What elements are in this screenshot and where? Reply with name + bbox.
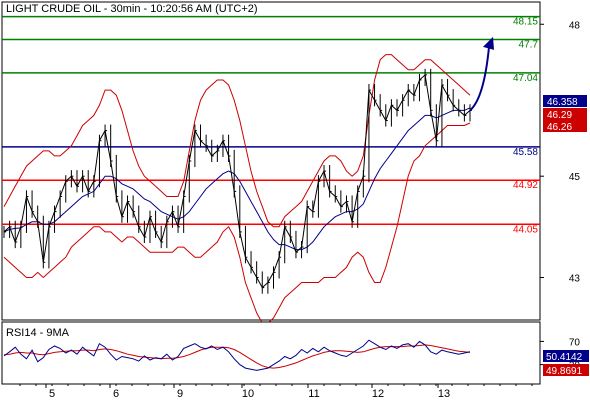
x-tick-label-11: 11 (308, 388, 319, 400)
rsi-tag-box-49.8691 (543, 364, 589, 376)
level-label-44.92: 44.92 (513, 180, 538, 191)
main-chart-title: LIGHT CRUDE OIL - 30min - 10:20:56 AM (U… (6, 3, 258, 15)
x-axis: 5 6 9 10 11 12 13 (19, 384, 533, 400)
rsi-title: RSI14 - 9MA (6, 327, 70, 339)
x-tick-label-5: 5 (49, 388, 55, 400)
bollinger-lower-line (3, 122, 471, 324)
x-tick-label-6: 6 (113, 388, 119, 400)
y-tick-label-45: 45 (569, 172, 581, 183)
y-tick-label-48: 48 (569, 20, 581, 31)
level-label-45.58: 45.58 (513, 147, 538, 158)
main-plot-frame (1, 1, 541, 321)
ma-line (3, 107, 471, 251)
price-tag-label-46.26: 46.26 (547, 122, 572, 133)
rsi-tag-box-50.4142 (543, 350, 589, 362)
rsi-tag-label-49.8691: 49.8691 (546, 366, 583, 377)
price-tag-label-46.29: 46.29 (547, 110, 572, 121)
x-tick-label-12: 12 (372, 388, 384, 400)
price-tag-box-46.26 (543, 120, 587, 132)
level-label-48.15: 48.15 (513, 17, 538, 28)
rsi-series (3, 339, 471, 371)
level-label-44.05: 44.05 (513, 224, 538, 235)
rsi-line (3, 339, 471, 371)
rsi-y-tick-label-70: 70 (569, 337, 581, 348)
rsi-tag-label-50.4142: 50.4142 (546, 352, 583, 363)
level-label-47.04: 47.04 (513, 73, 538, 84)
level-labels: 48.15 47.7 47.04 45.58 44.92 44.05 (513, 17, 538, 236)
price-tag-box-46.29 (543, 108, 587, 120)
x-tick-label-10: 10 (242, 388, 254, 400)
moving-average (3, 107, 471, 251)
bollinger-bands (3, 54, 471, 324)
bollinger-upper-line (3, 54, 471, 228)
price-tag-box-46.358 (543, 95, 587, 107)
y-tick-label-43: 43 (569, 273, 581, 284)
price-tag-label-46.358: 46.358 (547, 97, 578, 108)
arrow-head (483, 36, 494, 50)
rsi-price-tags: 50.4142 49.8691 (543, 350, 589, 377)
price-line (3, 73, 471, 289)
x-tick-label-9: 9 (177, 388, 183, 400)
forecast-arrow (469, 36, 494, 112)
rsi-plot-frame (1, 321, 541, 385)
level-label-47.7: 47.7 (519, 39, 539, 50)
price-series (3, 68, 472, 294)
x-tick-label-13: 13 (438, 388, 450, 400)
arrow-shaft (469, 46, 490, 112)
y-axis-ticks: 43 45 48 (540, 20, 580, 284)
